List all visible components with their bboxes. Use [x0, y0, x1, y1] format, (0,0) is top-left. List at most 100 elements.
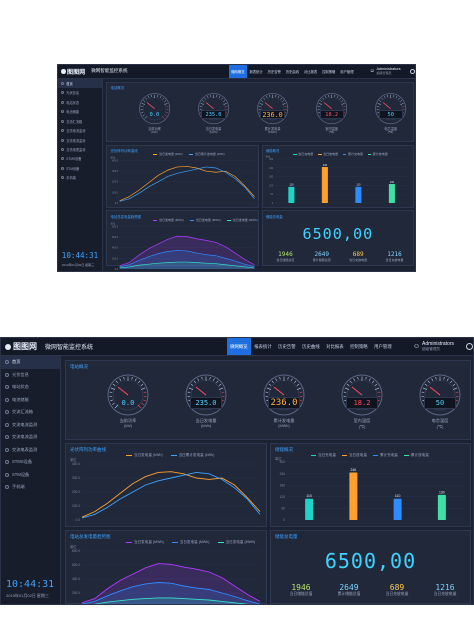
legend-item[interactable]: 当日充电量	[311, 453, 336, 458]
legend-swatch	[189, 220, 195, 221]
power-icon[interactable]	[466, 343, 473, 350]
nav-tab-2[interactable]: 历史告警	[267, 69, 281, 74]
sidebar-item-label: 交流电流监测	[66, 129, 86, 134]
sidebar-item-5[interactable]: 交流电流监测	[1, 419, 60, 432]
storage-panel-title: 储能总电量	[275, 534, 298, 539]
nav-tab-6[interactable]: 用户管理	[340, 69, 354, 74]
nav-tab-2[interactable]: 历史告警	[278, 343, 296, 349]
solar-chart-panel-title: 光伏阵列功率曲线	[70, 447, 106, 452]
sidebar-item-label: 交流电流监测	[12, 434, 38, 440]
gauge-value: 236.0	[260, 109, 285, 119]
bar-legend: 当日充电量 当日放电量 累计充电量 累计放电量	[293, 152, 392, 156]
power-icon[interactable]	[409, 68, 415, 74]
legend-item[interactable]: 当日发电量 (kWh)	[126, 453, 163, 458]
nav-tab-5[interactable]: 控制策略	[350, 343, 368, 349]
user-menu[interactable]: ☺ Administrators 超级管理员	[370, 67, 401, 75]
user-icon: ☺	[369, 68, 376, 75]
legend-item[interactable]: 当日发电量 (MWh)	[226, 218, 258, 222]
storage-stat-1: 2649 累计储能总值	[305, 251, 338, 262]
sidebar-item-icon	[61, 119, 65, 123]
legend-swatch	[403, 454, 409, 456]
sidebar-item-icon	[5, 360, 9, 365]
nav-tab-4[interactable]: 对比报表	[303, 69, 318, 74]
legend-item[interactable]: 累计放电量	[403, 453, 429, 458]
nav-tab-1[interactable]: 报表统计	[254, 343, 272, 349]
legend-item[interactable]: 当日累计发电量 (kWh)	[170, 453, 214, 458]
app-logo[interactable]: 图图网	[61, 67, 88, 76]
legend-item[interactable]: 当日发电量 (MWh)	[171, 540, 210, 545]
system-title: 微网智能监控系统	[91, 68, 128, 74]
sidebar-item-3[interactable]: 电池储能	[1, 394, 60, 407]
legend-swatch	[152, 220, 158, 221]
y-tick-label: 240	[269, 167, 274, 170]
sidebar-item-2[interactable]: 电站状态	[58, 98, 102, 107]
gauge-unit: (℃)	[358, 425, 366, 429]
sidebar-item-4[interactable]: 交流汇流箱	[1, 406, 60, 419]
chart-plot: 0.0 100.0 200.0 300.0 400.0单位	[110, 155, 255, 205]
user-menu[interactable]: ☺ Administrators 超级管理员	[413, 341, 454, 352]
legend-item[interactable]: 当日发电量 (kWh)	[152, 152, 183, 156]
y-tick-label: 0	[283, 518, 285, 522]
nav-tab-5[interactable]: 控制策略	[322, 69, 336, 74]
nav-tab-4[interactable]: 对比报表	[326, 343, 344, 349]
sidebar-item-7[interactable]: 交流电表监测	[1, 444, 60, 457]
main-nav-tabs: 微网概览 报表统计 历史告警 历史曲线 对比报表 控制策略 用户管理	[226, 338, 395, 355]
user-role: 超级管理员	[376, 71, 392, 76]
legend-item[interactable]: 当日发电量 (MWh)	[126, 540, 164, 545]
storage-stat-1: 2649 累计储能总值	[327, 583, 371, 597]
sidebar-item-5[interactable]: 交流电流监测	[58, 126, 102, 135]
sidebar-item-6[interactable]: 交流电流监测	[58, 135, 102, 144]
bar-chart-panel-title: 储能概况	[275, 447, 293, 452]
sidebar-item-9[interactable]: STM设备	[1, 469, 60, 482]
storage-stat-2: 689 当日充放电量	[375, 583, 419, 597]
sidebar-item-8[interactable]: STMS设备	[1, 456, 60, 469]
y-tick-label: 300.0	[112, 170, 119, 173]
nav-tab-1[interactable]: 报表统计	[249, 69, 263, 74]
app-logo[interactable]: 图图网	[5, 341, 41, 352]
legend-item[interactable]: 当日放电量	[317, 152, 338, 156]
sidebar-item-7[interactable]: 交流电表监测	[58, 145, 102, 154]
gauge-dial-icon	[257, 92, 289, 124]
sidebar-item-4[interactable]: 交流汇流箱	[58, 116, 102, 125]
legend-item[interactable]: 当日放电量	[341, 453, 367, 458]
sidebar-item-2[interactable]: 电站状态	[1, 381, 60, 394]
legend-item[interactable]: 当日发电量 (MWh)	[189, 218, 221, 222]
top-navigation-bar: 图图网 微网智能监控系统 微网概览 报表统计 历史告警 历史曲线 对比报表 控制策略 用户管理 ☺…	[1, 338, 473, 356]
legend-label: 累计充电量	[379, 453, 398, 457]
legend-item[interactable]: 当日累计发电量 (kWh)	[188, 152, 225, 156]
user-name: Administrators	[376, 67, 401, 72]
sidebar-item-0[interactable]: 首页	[58, 78, 103, 89]
legend-item[interactable]: 当日发电量 (MWh)	[152, 218, 184, 222]
y-tick-label: 0	[272, 202, 274, 205]
logo-mark-icon	[5, 343, 11, 350]
legend-item[interactable]: 累计充电量	[372, 453, 398, 458]
sidebar-item-1[interactable]: 光伏信息	[1, 369, 60, 382]
legend-swatch	[226, 220, 232, 221]
storage-stat-2: 689 当日充放电量	[342, 251, 375, 262]
sidebar-item-9[interactable]: STM设备	[58, 164, 102, 173]
sidebar-item-10[interactable]: 手机端	[1, 481, 60, 494]
y-axis-label: 单位	[110, 221, 115, 225]
sidebar-item-0[interactable]: 首页	[1, 356, 60, 369]
legend-item[interactable]: 累计充电量	[342, 152, 363, 156]
bar-0	[305, 498, 314, 520]
sidebar-item-1[interactable]: 光伏信息	[58, 88, 102, 97]
legend-item[interactable]: 当日充电量	[293, 152, 313, 156]
sidebar-item-10[interactable]: 手机端	[58, 173, 102, 182]
sidebar-item-6[interactable]: 交流电流监测	[1, 431, 60, 444]
nav-tab-3[interactable]: 历史曲线	[285, 69, 300, 74]
gauge-1: 235.0 当日发电量 (kWh)	[197, 92, 230, 140]
sidebar-item-3[interactable]: 电池储能	[58, 107, 102, 116]
clock-date: 2019年01月02日 星期三	[6, 593, 49, 598]
nav-tab-6[interactable]: 用户管理	[374, 343, 392, 349]
y-tick-label: 0.0	[115, 202, 119, 205]
nav-tab-0[interactable]: 微网概览	[228, 65, 247, 78]
sidebar-item-8[interactable]: STMS设备	[58, 154, 102, 163]
nav-tab-0[interactable]: 微网概览	[226, 338, 251, 355]
legend-item[interactable]: 累计放电量	[367, 152, 388, 156]
nav-tab-3[interactable]: 历史曲线	[302, 343, 320, 349]
legend-item[interactable]: 当日发电量 (MWh)	[217, 540, 255, 545]
stat-label: 当日充放电量	[433, 592, 457, 596]
user-role: 超级管理员	[422, 347, 441, 351]
